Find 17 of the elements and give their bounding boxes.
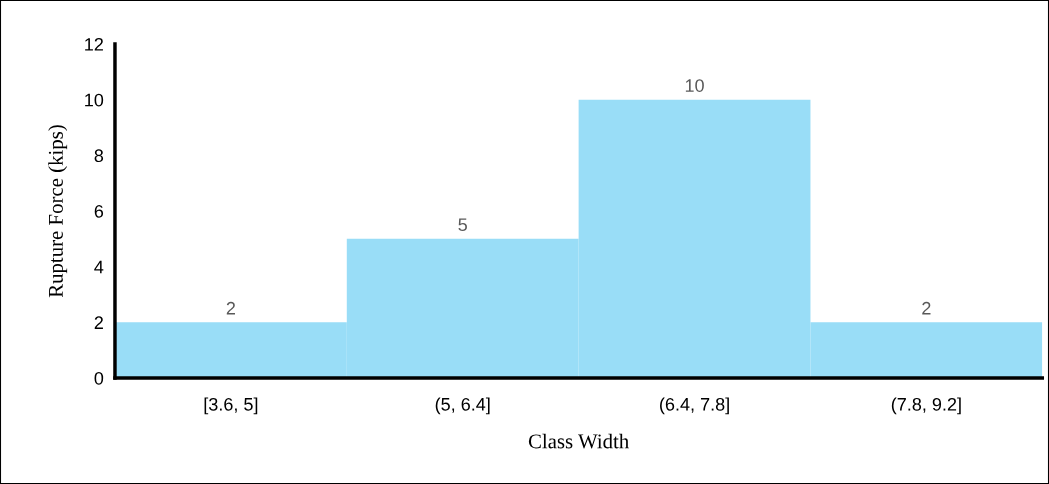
x-tick-label: [3.6, 5] — [204, 397, 258, 415]
x-tick-label: (5, 6.4] — [435, 397, 490, 415]
data-label: 5 — [458, 218, 467, 232]
y-tick-label: 6 — [94, 204, 104, 218]
data-label: 10 — [685, 79, 704, 92]
x-axis-title: Class Width — [528, 433, 629, 449]
x-tick-label: (6.4, 7.8] — [660, 397, 729, 415]
y-tick-label: 12 — [85, 37, 103, 51]
x-tick-label: (7.8, 9.2] — [891, 397, 961, 415]
y-axis-title: Rupture Force (kips) — [48, 125, 68, 298]
data-label: 2 — [226, 301, 235, 315]
y-tick-label: 4 — [94, 260, 104, 274]
y-tick-label: 10 — [85, 93, 104, 107]
y-tick-label: 0 — [94, 371, 104, 385]
y-tick-label: 8 — [94, 149, 104, 163]
data-label: 2 — [922, 301, 931, 315]
y-tick-label: 2 — [94, 316, 103, 329]
